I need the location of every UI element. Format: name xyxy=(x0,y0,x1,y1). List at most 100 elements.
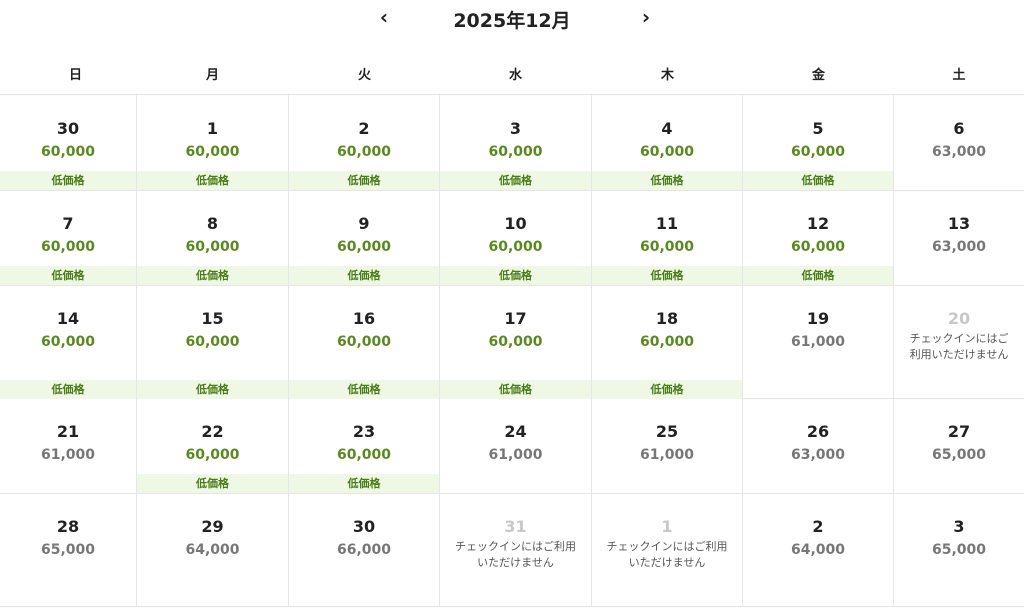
day-price: 60,000 xyxy=(488,144,543,160)
day-cell-tue[interactable]: 9 60,000 低価格 xyxy=(289,190,440,285)
low-price-badge: 低価格 xyxy=(592,266,742,285)
low-price-badge: 低価格 xyxy=(440,171,591,190)
next-month-button[interactable]: › xyxy=(634,2,658,32)
day-cell-tue[interactable]: 30 66,000 xyxy=(289,493,440,606)
low-price-badge: 低価格 xyxy=(289,474,439,493)
day-cell-fri[interactable]: 26 63,000 xyxy=(743,398,894,493)
day-number: 16 xyxy=(352,309,376,328)
day-cell-tue[interactable]: 16 60,000 低価格 xyxy=(289,285,440,399)
day-number: 2 xyxy=(358,119,370,138)
unavailable-note: チェックインにはご利用いただけません xyxy=(455,540,576,569)
day-cell-wed: 31 チェックインにはご利用いただけません xyxy=(440,493,592,606)
day-price: 60,000 xyxy=(185,144,240,160)
unavailable-note: チェックインにはご利用いただけません xyxy=(909,332,1009,361)
day-cell-wed[interactable]: 10 60,000 低価格 xyxy=(440,190,592,285)
day-number: 24 xyxy=(504,422,527,441)
low-price-badge: 低価格 xyxy=(137,266,288,285)
day-number: 3 xyxy=(953,517,965,536)
day-cell-thu[interactable]: 25 61,000 xyxy=(592,398,743,493)
day-cell-tue[interactable]: 23 60,000 低価格 xyxy=(289,398,440,493)
day-number: 28 xyxy=(56,517,80,536)
day-cell-wed[interactable]: 24 61,000 xyxy=(440,398,592,493)
day-number: 26 xyxy=(806,422,830,441)
day-cell-fri[interactable]: 2 64,000 xyxy=(743,493,894,606)
day-price: 61,000 xyxy=(790,334,846,350)
day-cell-sat[interactable]: 13 63,000 xyxy=(894,190,1024,285)
day-number: 30 xyxy=(352,517,376,536)
day-number: 20 xyxy=(947,309,971,328)
low-price-badge: 低価格 xyxy=(0,266,136,285)
day-cell-sun[interactable]: 21 61,000 xyxy=(0,398,137,493)
low-price-badge: 低価格 xyxy=(137,474,288,493)
chevron-left-icon: ‹ xyxy=(379,5,389,29)
day-number: 13 xyxy=(947,214,971,233)
day-cell-sat[interactable]: 3 65,000 xyxy=(894,493,1024,606)
day-number: 1 xyxy=(661,517,673,536)
day-cell-wed[interactable]: 3 60,000 低価格 xyxy=(440,95,592,190)
day-number: 11 xyxy=(655,214,679,233)
day-price: 60,000 xyxy=(488,239,543,255)
weekday-thu: 木 xyxy=(660,68,674,83)
low-price-badge: 低価格 xyxy=(0,171,136,190)
day-price: 60,000 xyxy=(336,334,392,350)
day-number: 12 xyxy=(806,214,830,233)
low-price-badge: 低価格 xyxy=(289,266,439,285)
day-cell-sat: 20 チェックインにはご利用いただけません xyxy=(894,285,1024,398)
day-price: 60,000 xyxy=(336,239,392,255)
day-number: 27 xyxy=(947,422,971,441)
calendar-week-row: 14 60,000 低価格 15 60,000 低価格 16 60,000 低価格 17 60,00… xyxy=(0,285,1024,399)
day-cell-thu[interactable]: 4 60,000 低価格 xyxy=(592,95,743,190)
day-number: 14 xyxy=(56,309,80,328)
day-price: 63,000 xyxy=(790,447,846,463)
day-cell-mon[interactable]: 22 60,000 低価格 xyxy=(137,398,289,493)
day-number: 23 xyxy=(352,422,376,441)
weekday-mon: 月 xyxy=(205,68,219,83)
day-price: 60,000 xyxy=(639,239,695,255)
low-price-badge: 低価格 xyxy=(592,171,742,190)
day-price: 66,000 xyxy=(336,542,392,558)
day-price: 65,000 xyxy=(931,542,987,558)
low-price-badge: 低価格 xyxy=(440,380,591,399)
day-cell-mon[interactable]: 1 60,000 低価格 xyxy=(137,95,289,190)
day-price: 61,000 xyxy=(639,447,695,463)
day-price: 63,000 xyxy=(931,144,987,160)
day-cell-sun[interactable]: 30 60,000 低価格 xyxy=(0,95,137,190)
day-number: 17 xyxy=(504,309,527,328)
day-cell-mon[interactable]: 8 60,000 低価格 xyxy=(137,190,289,285)
day-number: 9 xyxy=(358,214,370,233)
day-cell-fri[interactable]: 12 60,000 低価格 xyxy=(743,190,894,285)
calendar-week-row: 28 65,000 29 64,000 30 66,000 31 チェックインにはご利用いただ… xyxy=(0,493,1024,607)
low-price-badge: 低価格 xyxy=(440,266,591,285)
low-price-badge: 低価格 xyxy=(137,380,288,399)
day-cell-fri[interactable]: 5 60,000 低価格 xyxy=(743,95,894,190)
weekday-sun: 日 xyxy=(68,68,82,83)
day-price: 60,000 xyxy=(336,144,392,160)
day-price: 60,000 xyxy=(40,239,96,255)
day-cell-fri[interactable]: 19 61,000 xyxy=(743,285,894,398)
day-number: 29 xyxy=(201,517,224,536)
day-price: 60,000 xyxy=(790,239,846,255)
day-cell-sun[interactable]: 7 60,000 低価格 xyxy=(0,190,137,285)
day-cell-mon[interactable]: 15 60,000 低価格 xyxy=(137,285,289,399)
day-price: 60,000 xyxy=(639,334,695,350)
day-cell-wed[interactable]: 17 60,000 低価格 xyxy=(440,285,592,399)
day-cell-sat[interactable]: 27 65,000 xyxy=(894,398,1024,493)
day-cell-sun[interactable]: 14 60,000 低価格 xyxy=(0,285,137,399)
day-cell-sun[interactable]: 28 65,000 xyxy=(0,493,137,606)
day-cell-mon[interactable]: 29 64,000 xyxy=(137,493,289,606)
day-price: 63,000 xyxy=(931,239,987,255)
day-number: 21 xyxy=(56,422,80,441)
low-price-badge: 低価格 xyxy=(289,380,439,399)
day-cell-thu[interactable]: 11 60,000 低価格 xyxy=(592,190,743,285)
day-number: 30 xyxy=(56,119,80,138)
day-cell-tue[interactable]: 2 60,000 低価格 xyxy=(289,95,440,190)
low-price-badge: 低価格 xyxy=(743,266,893,285)
weekday-header: 日 月 火 水 木 金 土 xyxy=(0,56,1024,95)
day-cell-sat[interactable]: 6 63,000 xyxy=(894,95,1024,190)
month-title: 2025年12月 xyxy=(453,10,571,32)
day-cell-thu[interactable]: 18 60,000 低価格 xyxy=(592,285,743,399)
weekday-fri: 金 xyxy=(811,68,825,83)
day-price: 60,000 xyxy=(185,447,240,463)
day-price: 61,000 xyxy=(40,447,96,463)
prev-month-button[interactable]: ‹ xyxy=(372,2,396,32)
